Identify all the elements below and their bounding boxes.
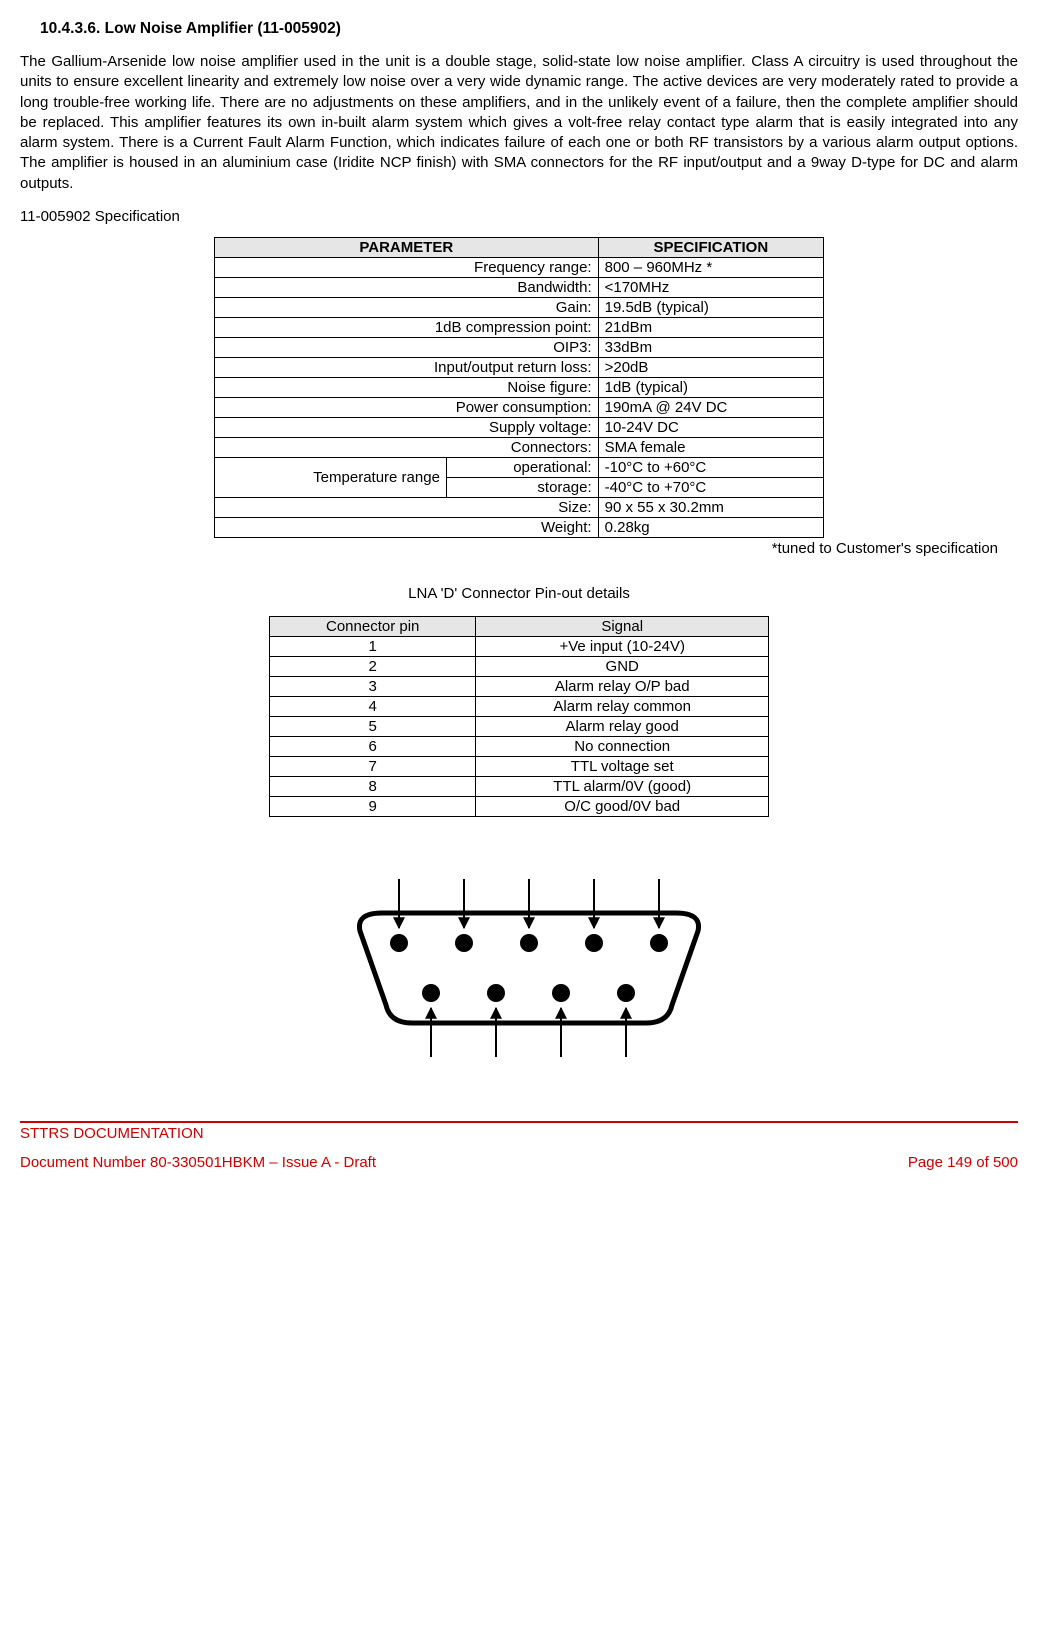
- d-sub-connector-icon: [299, 853, 739, 1083]
- spec-header-spec: SPECIFICATION: [598, 237, 823, 257]
- table-row: 4Alarm relay common: [270, 696, 769, 716]
- pin-header-signal: Signal: [476, 616, 769, 636]
- temp-range-label: Temperature range: [215, 457, 447, 497]
- table-row: 1+Ve input (10-24V): [270, 636, 769, 656]
- table-row: Size:90 x 55 x 30.2mm: [215, 497, 824, 517]
- table-row: Frequency range:800 – 960MHz *: [215, 257, 824, 277]
- table-row: Power consumption:190mA @ 24V DC: [215, 397, 824, 417]
- footer-rule: [20, 1121, 1018, 1123]
- spec-table: PARAMETER SPECIFICATION Frequency range:…: [214, 237, 824, 538]
- table-row: 7TTL voltage set: [270, 756, 769, 776]
- table-row: 6No connection: [270, 736, 769, 756]
- table-row: Connectors:SMA female: [215, 437, 824, 457]
- table-row: 9O/C good/0V bad: [270, 796, 769, 816]
- footer-page-number: Page 149 of 500: [908, 1154, 1018, 1171]
- table-row: 3Alarm relay O/P bad: [270, 676, 769, 696]
- table-row: Input/output return loss:>20dB: [215, 357, 824, 377]
- pin-table-title: LNA 'D' Connector Pin-out details: [20, 585, 1018, 602]
- spec-footnote: *tuned to Customer's specification: [20, 540, 998, 557]
- pin-header-pin: Connector pin: [270, 616, 476, 636]
- table-row: OIP3:33dBm: [215, 337, 824, 357]
- body-paragraph: The Gallium-Arsenide low noise amplifier…: [20, 52, 1018, 194]
- connector-diagram: [20, 853, 1018, 1087]
- footer-doc-number: Document Number 80-330501HBKM – Issue A …: [20, 1154, 376, 1171]
- table-row: Temperature range operational: -10°C to …: [215, 457, 824, 477]
- table-row: Gain:19.5dB (typical): [215, 297, 824, 317]
- table-row: Noise figure:1dB (typical): [215, 377, 824, 397]
- pin-table: Connector pin Signal 1+Ve input (10-24V)…: [269, 616, 769, 817]
- section-heading: 10.4.3.6. Low Noise Amplifier (11-005902…: [40, 20, 1018, 38]
- spec-subheading: 11-005902 Specification: [20, 208, 1018, 225]
- table-row: 1dB compression point:21dBm: [215, 317, 824, 337]
- table-row: 5Alarm relay good: [270, 716, 769, 736]
- table-row: 8TTL alarm/0V (good): [270, 776, 769, 796]
- footer-title: STTRS DOCUMENTATION: [20, 1125, 1018, 1142]
- table-row: Supply voltage:10-24V DC: [215, 417, 824, 437]
- spec-header-param: PARAMETER: [215, 237, 599, 257]
- table-row: Bandwidth:<170MHz: [215, 277, 824, 297]
- table-row: 2GND: [270, 656, 769, 676]
- table-row: Weight:0.28kg: [215, 517, 824, 537]
